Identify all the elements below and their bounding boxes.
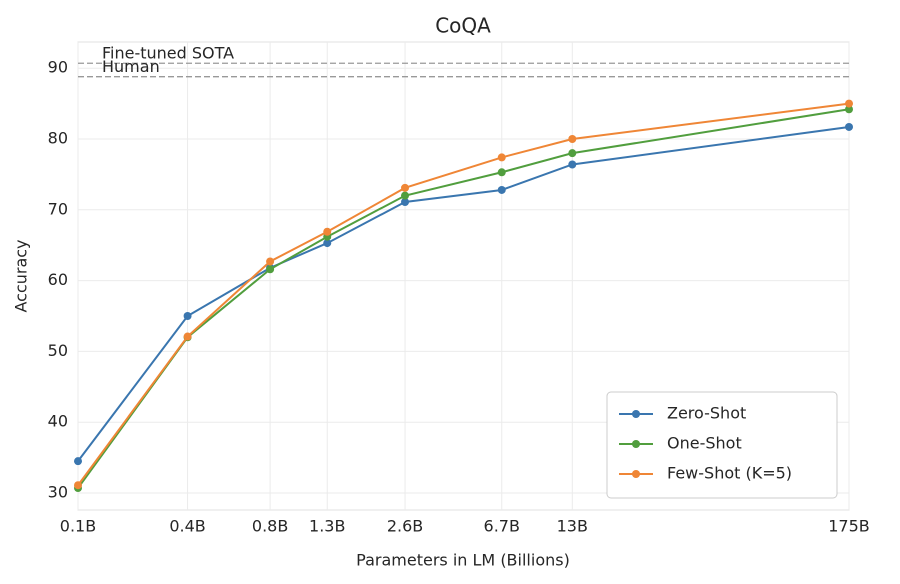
series-line xyxy=(77,102,850,486)
x-tick-label: 0.4B xyxy=(169,517,205,536)
legend-marker xyxy=(632,470,640,478)
x-axis-label: Parameters in LM (Billions) xyxy=(356,551,570,570)
data-point xyxy=(323,227,332,236)
legend-label: Few-Shot (K=5) xyxy=(667,464,792,483)
data-point xyxy=(266,257,275,266)
reference-label: Fine-tuned SOTA xyxy=(102,44,234,63)
legend-marker xyxy=(632,410,640,418)
x-tick-label: 0.8B xyxy=(252,517,288,536)
data-point xyxy=(183,332,192,341)
legend-label: One-Shot xyxy=(667,434,742,453)
data-point xyxy=(497,153,506,162)
legend: Zero-Shot One-Shot Few-Shot (K=5) xyxy=(606,391,838,499)
data-point xyxy=(497,185,506,194)
data-point xyxy=(183,312,192,321)
y-tick-label: 90 xyxy=(48,58,68,77)
data-point xyxy=(568,160,577,169)
reference-label: Human xyxy=(102,57,160,76)
x-tick-label: 0.1B xyxy=(60,517,96,536)
x-tick-label: 175B xyxy=(828,517,870,536)
y-tick-label: 50 xyxy=(48,341,68,360)
y-tick-label: 40 xyxy=(48,412,68,431)
x-tick-label: 1.3B xyxy=(309,517,345,536)
y-tick-label: 70 xyxy=(48,199,68,218)
legend-marker xyxy=(632,440,640,448)
data-point xyxy=(497,168,506,177)
data-point xyxy=(74,481,82,490)
series-line xyxy=(77,125,850,462)
data-point xyxy=(568,149,577,158)
data-point xyxy=(568,134,577,143)
data-point xyxy=(401,198,410,207)
legend-label: Zero-Shot xyxy=(667,404,746,423)
x-tick-label: 13B xyxy=(557,517,588,536)
y-tick-label: 30 xyxy=(48,483,68,502)
series-line xyxy=(77,108,850,489)
x-tick-label: 2.6B xyxy=(387,517,423,536)
y-tick-label: 80 xyxy=(48,128,68,147)
data-point xyxy=(401,191,410,200)
chart-title: CoQA xyxy=(435,14,491,38)
data-point xyxy=(845,99,853,108)
y-tick-label: 60 xyxy=(48,270,68,289)
data-point xyxy=(74,457,82,466)
legend-box xyxy=(606,391,838,499)
data-point xyxy=(323,239,332,248)
data-point xyxy=(845,105,853,114)
x-tick-label: 6.7B xyxy=(484,517,520,536)
data-point xyxy=(266,265,275,274)
data-point xyxy=(401,183,410,192)
y-axis-label: Accuracy xyxy=(12,239,31,312)
data-point xyxy=(845,122,853,131)
